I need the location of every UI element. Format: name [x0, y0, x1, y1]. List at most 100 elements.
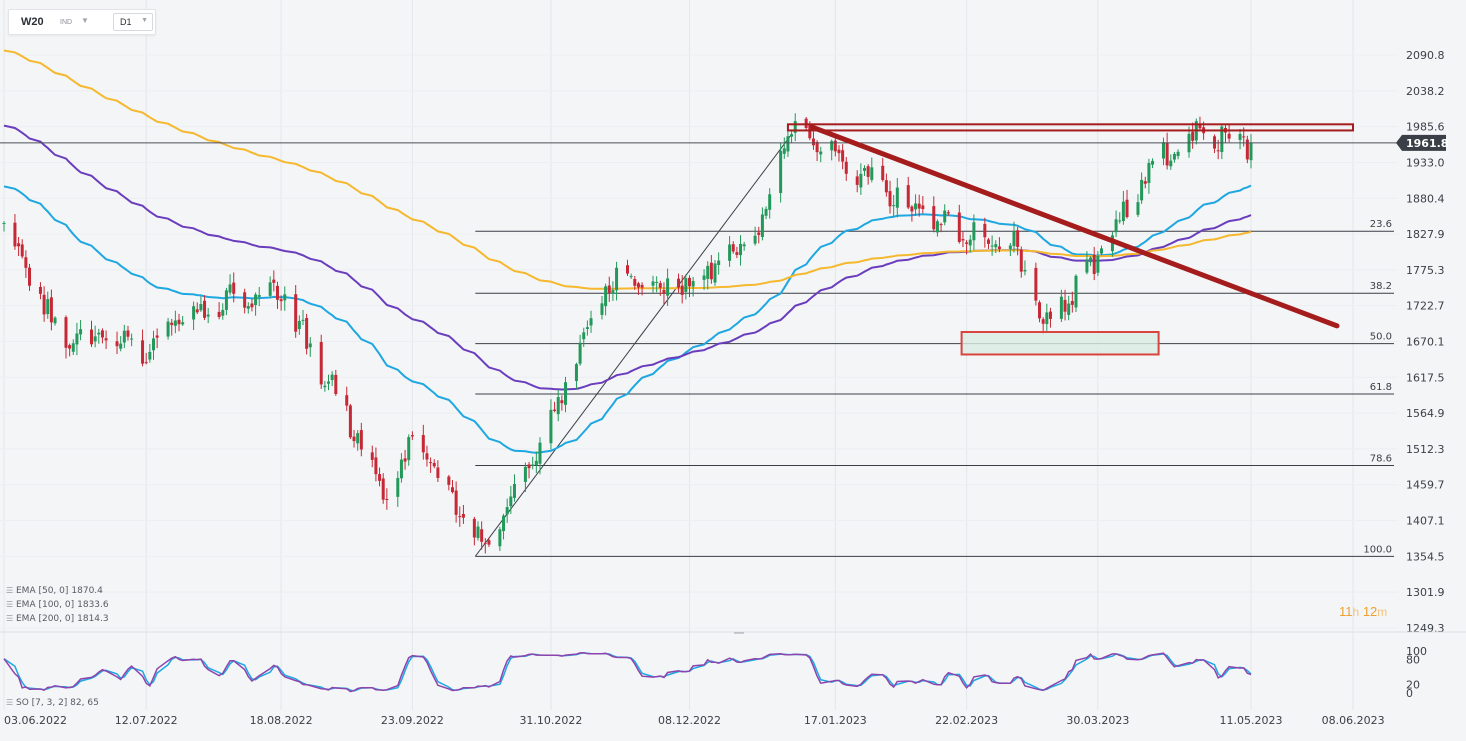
y-tick-label: 2038.2: [1406, 85, 1445, 98]
candle: [932, 196, 936, 233]
candle-body: [144, 362, 148, 364]
osc-y-tick-label: 100: [1406, 645, 1427, 658]
candle-body: [476, 526, 480, 538]
candle: [49, 289, 53, 331]
candle: [1012, 221, 1016, 253]
candle-body: [1092, 254, 1096, 274]
candle-body: [1136, 202, 1140, 215]
candle-body: [961, 239, 965, 241]
y-tick-label: 2090.8: [1406, 49, 1445, 62]
candle-body: [1085, 259, 1089, 273]
fib-trend-line[interactable]: [474, 133, 793, 557]
resistance-zone[interactable]: [786, 123, 1354, 132]
candle: [859, 163, 863, 195]
candle-body: [615, 267, 619, 291]
candle-countdown: 11h 12m: [1339, 604, 1387, 619]
candle: [921, 196, 925, 214]
candle: [585, 320, 589, 336]
candle: [1085, 251, 1089, 275]
candle-body: [512, 484, 516, 498]
candle-body: [1172, 153, 1176, 160]
candle-body: [863, 168, 867, 171]
candle: [636, 281, 640, 295]
candle-body: [432, 462, 436, 467]
candle: [203, 295, 207, 321]
candle-body: [502, 515, 506, 532]
candle: [93, 325, 97, 348]
y-tick-label: 1407.1: [1406, 515, 1445, 528]
ema-50-line: [3, 184, 1252, 454]
candle-body: [177, 319, 181, 325]
legend-label: EMA [100, 0]: [16, 600, 75, 610]
candle: [615, 261, 619, 301]
candle-body: [819, 151, 823, 155]
chevron-down-icon[interactable]: ▼: [81, 16, 89, 25]
candle: [100, 328, 104, 344]
candle-body: [1227, 133, 1231, 139]
candle: [811, 131, 815, 150]
candle: [841, 144, 845, 170]
candle: [64, 315, 68, 359]
candle-body: [523, 466, 527, 482]
candle-body: [38, 286, 42, 294]
candle-body: [195, 309, 199, 313]
candle-body: [46, 299, 50, 315]
candle-body: [151, 338, 155, 351]
candle-body: [914, 203, 918, 210]
candle: [345, 386, 349, 412]
candle: [1092, 246, 1096, 281]
descending-trendline[interactable]: [809, 124, 1340, 329]
candle: [677, 273, 681, 293]
osc-y-tick-label: 80: [1406, 653, 1420, 666]
candle: [1063, 289, 1067, 321]
candle: [436, 460, 440, 483]
drawing-annotations[interactable]: [0, 123, 1398, 356]
candle: [578, 334, 582, 366]
candle: [658, 280, 662, 296]
candle-body: [965, 242, 969, 244]
candle: [1118, 212, 1122, 224]
support-zone[interactable]: [960, 331, 1160, 356]
legend-stochastic[interactable]: ☰ SO [7, 3, 2] 82, 65: [6, 698, 99, 710]
candle: [1161, 137, 1165, 166]
candle-body: [626, 265, 629, 274]
candle: [421, 424, 425, 460]
list-icon: ☰: [6, 586, 14, 595]
candle: [611, 281, 615, 302]
candle: [450, 480, 454, 494]
legend-ema-200[interactable]: ☰ EMA [200, 0] 1814.3: [6, 614, 109, 626]
candle-body: [148, 351, 152, 360]
legend-ema-50[interactable]: ☰ EMA [50, 0] 1870.4: [6, 586, 103, 598]
candle: [330, 371, 334, 387]
candle-body: [1125, 199, 1129, 218]
candle-body: [75, 333, 79, 345]
fib-level-label: 23.6: [1370, 219, 1392, 230]
legend-ema-100[interactable]: ☰ EMA [100, 0] 1833.6: [6, 600, 109, 612]
candle-body: [1048, 311, 1052, 319]
candle: [1238, 128, 1242, 150]
candle-body: [480, 529, 484, 542]
candle-body: [42, 294, 46, 315]
x-tick-label: 11.05.2023: [1220, 714, 1283, 727]
timeframe-select[interactable]: D1 ▼: [113, 13, 153, 31]
candle: [432, 459, 436, 469]
candle: [1121, 190, 1125, 225]
candle: [1100, 245, 1104, 256]
candle: [115, 331, 119, 355]
candle: [1070, 291, 1074, 313]
candle-body: [425, 453, 429, 460]
symbol-selector[interactable]: W20 IND ▼ D1 ▼: [8, 9, 156, 35]
candle: [301, 309, 305, 326]
candle: [680, 275, 684, 304]
candle: [509, 485, 513, 514]
candle-body: [651, 281, 655, 286]
candle-body: [345, 395, 349, 406]
candle: [250, 298, 254, 312]
candle-body: [640, 284, 644, 288]
candle: [144, 352, 148, 365]
candle: [837, 145, 841, 162]
candle: [600, 296, 604, 320]
candle: [71, 339, 75, 355]
